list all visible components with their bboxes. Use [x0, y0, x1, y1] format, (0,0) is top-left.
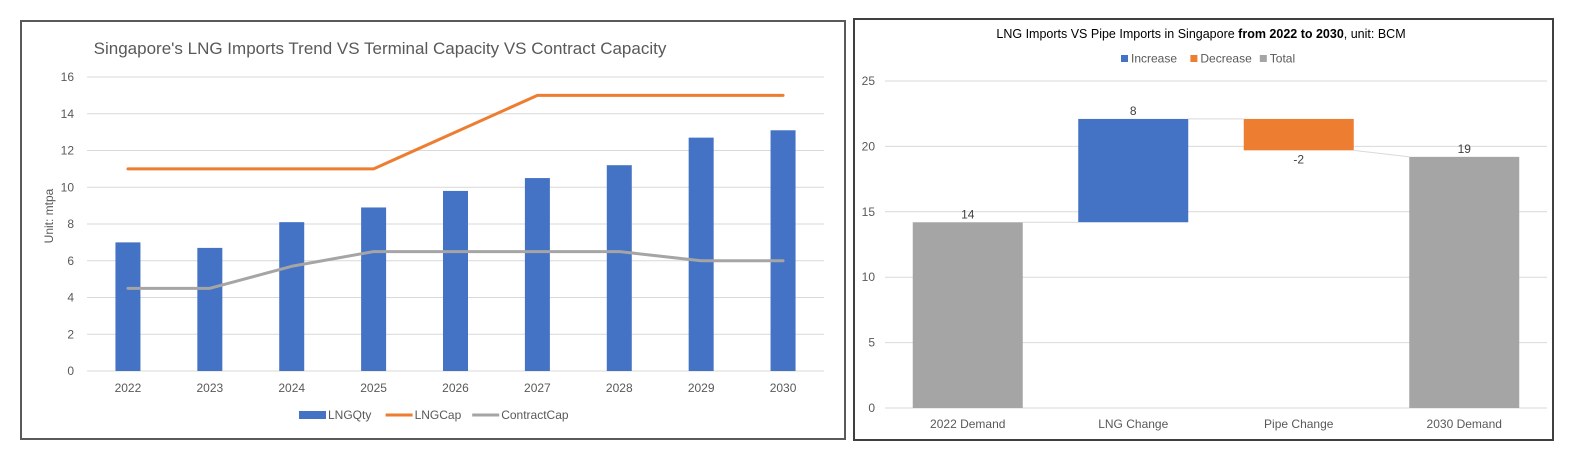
y-axis-label: Unit: mtpa	[42, 188, 56, 243]
x-tick-label: 2022 Demand	[930, 417, 1005, 431]
y-tick-label: 6	[67, 254, 74, 268]
y-tick-label: 0	[868, 401, 875, 415]
x-tick-label: 2030	[770, 381, 797, 395]
y-tick-label: 25	[862, 74, 876, 88]
x-tick-label: 2027	[524, 381, 551, 395]
y-tick-label: 4	[67, 291, 74, 305]
y-tick-label: 14	[61, 107, 75, 121]
y-tick-label: 8	[67, 217, 74, 231]
title-part: LNG Imports VS Pipe Imports in Singapore	[996, 27, 1238, 41]
bar-lngqty-2029	[688, 137, 714, 371]
legend-label-total: Total	[1270, 52, 1295, 66]
data-label: 8	[1130, 104, 1137, 118]
y-tick-label: 15	[862, 205, 876, 219]
x-tick-label: 2030 Demand	[1427, 417, 1502, 431]
x-tick-label: 2025	[360, 381, 387, 395]
x-tick-label: 2023	[196, 381, 223, 395]
x-tick-label: 2029	[688, 381, 715, 395]
legend-label-decrease: Decrease	[1200, 52, 1252, 66]
legend-swatch-lngqty	[299, 411, 326, 419]
waterfall-plot: LNG Imports VS Pipe Imports in Singapore…	[862, 27, 1547, 431]
legend: Increase Decrease Total	[1121, 52, 1295, 66]
waterfall-bar-lng-change	[1078, 118, 1189, 223]
legend-label-increase: Increase	[1131, 52, 1177, 66]
lng-imports-trend-chart: Singapore's LNG Imports Trend VS Termina…	[20, 20, 846, 440]
legend-swatch-decrease	[1190, 55, 1198, 62]
legend-label-lngqty: LNGQty	[328, 408, 371, 422]
title-part: from 2022 to 2030	[1238, 27, 1344, 41]
x-tick-label: 2026	[442, 381, 469, 395]
bar-lngqty-2027	[524, 178, 550, 371]
x-tick-label: 2028	[606, 381, 633, 395]
waterfall-bar-2030-demand	[1409, 156, 1520, 408]
bar-lngqty-2030	[770, 130, 796, 371]
data-label: 14	[961, 207, 975, 221]
bar-lngqty-2028	[606, 165, 632, 371]
connector-line	[1353, 149, 1410, 158]
data-label: -2	[1293, 152, 1304, 166]
y-tick-label: 0	[67, 364, 74, 378]
chart-title: LNG Imports VS Pipe Imports in Singapore…	[996, 27, 1405, 41]
bar-lngqty-2023	[197, 247, 223, 371]
y-tick-label: 10	[862, 270, 876, 284]
legend-swatch-total	[1259, 55, 1267, 62]
bar-lngqty-2022	[115, 242, 141, 371]
lng-imports-trend-plot: Singapore's LNG Imports Trend VS Termina…	[42, 39, 824, 422]
y-tick-label: 12	[61, 144, 75, 158]
x-tick-label: Pipe Change	[1264, 417, 1334, 431]
legend-label-lngcap: LNGCap	[415, 408, 462, 422]
y-tick-label: 20	[862, 139, 876, 153]
data-label: 19	[1458, 142, 1472, 156]
legend-swatch-increase	[1121, 55, 1128, 62]
title-part: , unit: BCM	[1344, 27, 1406, 41]
y-tick-label: 2	[67, 327, 74, 341]
lng-vs-pipe-waterfall-chart: LNG Imports VS Pipe Imports in Singapore…	[853, 18, 1554, 441]
legend: LNGQty LNGCap ContractCap	[299, 408, 569, 422]
chart-title: Singapore's LNG Imports Trend VS Termina…	[94, 39, 667, 58]
x-tick-label: 2022	[115, 381, 142, 395]
waterfall-bar-pipe-change	[1243, 118, 1354, 151]
x-tick-label: LNG Change	[1098, 417, 1168, 431]
waterfall-bar-2022-demand	[912, 222, 1023, 408]
y-tick-label: 10	[61, 180, 75, 194]
bar-lngqty-2024	[279, 222, 305, 371]
y-tick-label: 16	[61, 70, 75, 84]
bar-lngqty-2025	[361, 207, 387, 371]
bar-lngqty-2026	[443, 190, 468, 371]
legend-label-contractcap: ContractCap	[501, 408, 569, 422]
x-tick-label: 2024	[278, 381, 305, 395]
y-tick-label: 5	[868, 336, 875, 350]
